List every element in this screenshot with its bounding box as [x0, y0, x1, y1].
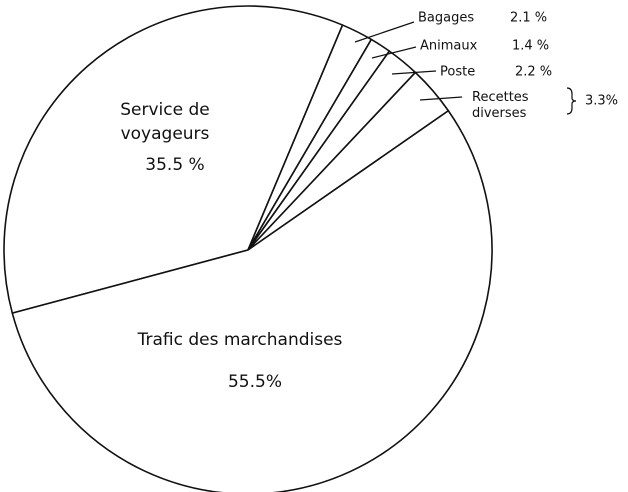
leader-line — [371, 46, 417, 59]
slice-label: Bagages — [418, 11, 474, 26]
value-label: 1.4 % — [512, 39, 549, 54]
pie-slice — [3, 5, 344, 314]
value-label: 3.3% — [585, 94, 618, 109]
value-label: 35.5 % — [145, 155, 204, 175]
slice-label: Trafic des marchandises — [137, 330, 343, 350]
value-label: 2.2 % — [515, 65, 552, 80]
slice-label: Recettes diverses — [472, 90, 529, 121]
pie-slice — [11, 109, 493, 492]
slice-label: Service de voyageurs — [120, 100, 209, 144]
leader-line — [419, 96, 463, 101]
slice-label: Poste — [440, 65, 475, 80]
brace — [566, 87, 577, 115]
leader-line — [354, 21, 415, 43]
value-label: 55.5% — [228, 372, 282, 392]
value-label: 2.1 % — [510, 11, 547, 26]
leader-line — [391, 70, 437, 75]
slice-label: Animaux — [420, 39, 478, 54]
